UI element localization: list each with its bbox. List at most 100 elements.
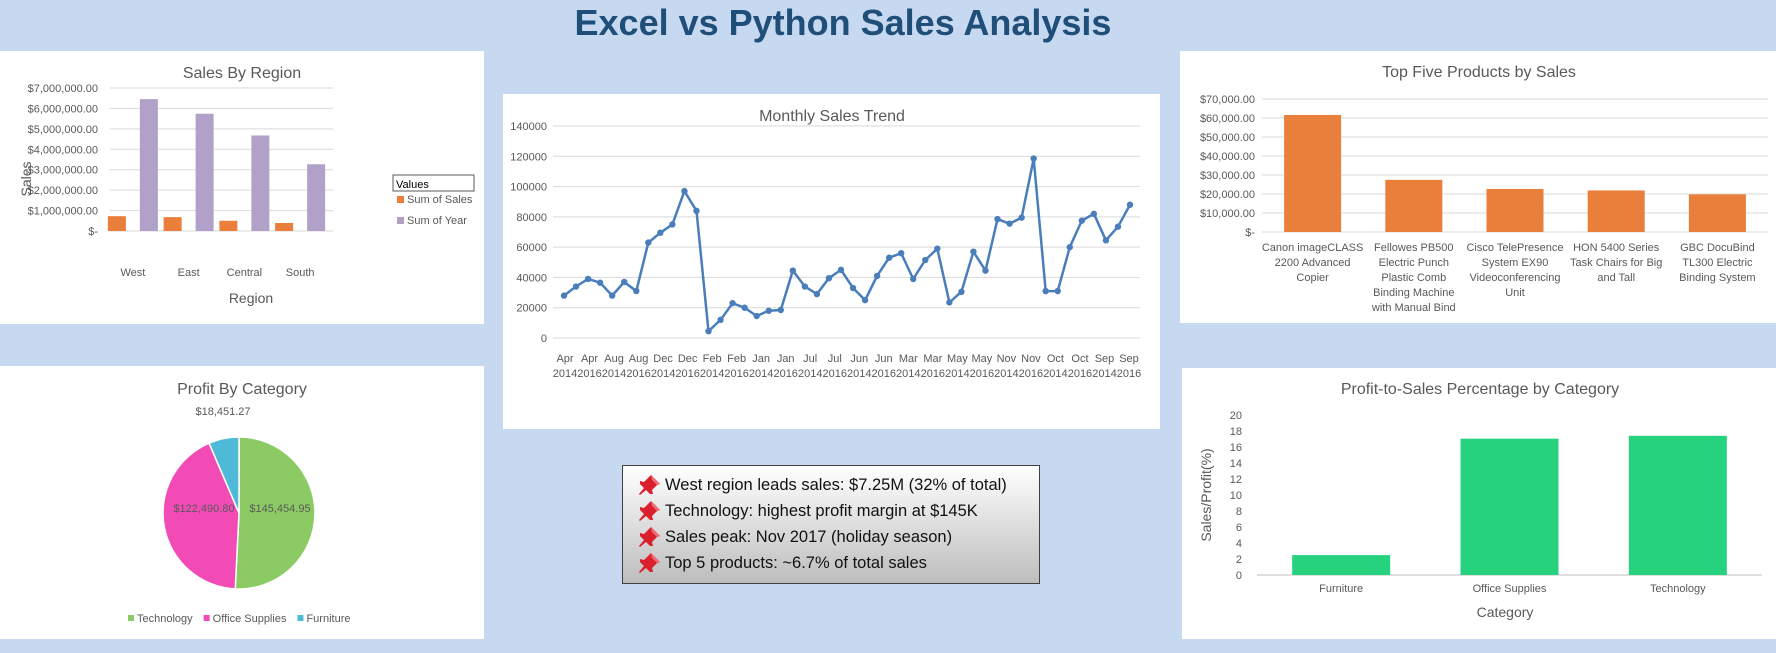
x-tick-label: TL300 Electric: [1682, 257, 1753, 269]
data-point: [1126, 201, 1134, 208]
x-axis-label: Region: [229, 290, 273, 306]
data-point: [1054, 287, 1061, 295]
monthly-sales-trend-panel: Monthly Sales Trend 0 20000 40000 60000 8000…: [503, 94, 1160, 429]
y-tick-label: 20000: [516, 303, 547, 315]
x-tick-label: System EX90: [1482, 257, 1549, 269]
y-tick-label: $-: [88, 226, 98, 238]
y-tick-label: 80000: [516, 212, 547, 224]
y-tick-label: 0: [1236, 570, 1242, 582]
bar: [307, 164, 326, 231]
data-point: [837, 266, 845, 274]
y-tick-label: 40000: [516, 272, 547, 284]
y-tick-label: 60000: [516, 242, 547, 254]
top-products-chart: Top Five Products by Sales $-$10,000.00$…: [1200, 64, 1768, 314]
x-tick-label: 2016: [626, 368, 650, 380]
slice-label: $145,454.95: [249, 503, 310, 515]
legend-swatch: [128, 615, 134, 621]
x-tick-label: 2014: [896, 368, 920, 380]
bar: [275, 222, 294, 231]
y-tick-labels: 0 20000 40000 60000 80000 100000 120000 140000: [510, 121, 547, 345]
x-tick-labels: Furniture Office Supplies Technology: [1319, 583, 1706, 595]
y-tick-label: $20,000.00: [1200, 189, 1255, 201]
x-tick-label: Nov: [997, 353, 1017, 365]
x-tick-label: Mar: [923, 353, 942, 365]
x-tick-label: Aug: [604, 353, 624, 365]
data-point: [1114, 223, 1122, 230]
bar: [1292, 555, 1391, 575]
legend-label: Sum of Year: [407, 215, 467, 227]
data-point: [681, 187, 688, 195]
x-tick-label: Office Supplies: [1473, 583, 1547, 595]
bar: [1628, 435, 1727, 575]
data-point: [861, 296, 869, 304]
x-tick-label: Videoconferencing: [1470, 272, 1561, 284]
data-point: [813, 290, 821, 298]
data-point: [1042, 287, 1049, 295]
x-tick-label: East: [178, 267, 200, 279]
bars: [107, 99, 326, 231]
data-point: [873, 272, 881, 280]
y-tick-labels: 0 2 4 6 8 10 12 14 16 18 20: [1230, 410, 1242, 582]
x-tick-label: May: [947, 353, 968, 365]
x-tick-labels: West East Central South: [120, 267, 314, 279]
x-tick-label: Unit: [1505, 287, 1525, 299]
x-tick-label: 2016: [1117, 368, 1141, 380]
y-tick-label: $60,000.00: [1200, 113, 1255, 125]
bar: [219, 220, 238, 231]
sales-by-region-chart: Sales By Region $- $1,000,000.00 $2,000,00…: [18, 65, 475, 306]
data-point: [777, 306, 784, 314]
insight-text: West region leads sales: $7.25M (32% of …: [665, 475, 1007, 494]
data-point: [669, 221, 676, 228]
y-tick-label: 20: [1230, 410, 1242, 422]
chart-title: Profit-to-Sales Percentage by Category: [1341, 381, 1619, 398]
profit-by-category-panel: Profit By Category $145,454.95 $122,490.8…: [0, 366, 484, 639]
data-point: [946, 299, 953, 306]
sales-by-region-panel: Sales By Region $- $1,000,000.00 $2,000,00…: [0, 51, 484, 324]
x-tick-label: Jun: [875, 353, 893, 365]
data-point: [801, 283, 809, 290]
y-tick-label: $5,000,000.00: [28, 124, 98, 136]
data-point: [596, 279, 604, 286]
x-tick-label: 2014: [749, 368, 773, 380]
y-tick-label: $1,000,000.00: [28, 206, 98, 218]
pie-slice: [208, 436, 240, 514]
insight-item: Top 5 products: ~6.7% of total sales: [637, 550, 1039, 576]
legend-title: Values: [396, 179, 429, 191]
x-tick-label: 2014: [945, 368, 969, 380]
y-tick-label: 8: [1236, 506, 1242, 518]
pushpin-icon: [639, 501, 660, 521]
x-tick-label: 2016: [921, 368, 945, 380]
insight-text: Technology: highest profit margin at $14…: [665, 501, 978, 520]
x-tick-label: 2016: [724, 368, 748, 380]
legend-label: Technology: [137, 613, 193, 625]
x-tick-label: South: [286, 267, 315, 279]
x-tick-label: 2014: [847, 368, 871, 380]
data-point: [970, 248, 977, 255]
x-tick-label: 2016: [970, 368, 994, 380]
data-point: [1102, 237, 1110, 244]
bar: [1284, 114, 1342, 232]
x-tick-label: Canon imageCLASS: [1262, 242, 1364, 254]
x-tick-label: West: [120, 267, 145, 279]
x-tick-label: Oct: [1047, 353, 1064, 365]
monthly-sales-trend-chart: Monthly Sales Trend 0 20000 40000 60000 8000…: [510, 108, 1141, 380]
x-tick-label: Apr: [556, 353, 573, 365]
y-tick-label: $4,000,000.00: [28, 144, 98, 156]
x-tick-label: 2014: [700, 368, 724, 380]
bar: [139, 99, 158, 231]
y-axis-label: Sales/Profit(%): [1198, 448, 1214, 541]
data-point: [994, 215, 1001, 223]
x-tick-label: Fellowes PB500: [1374, 242, 1454, 254]
legend-title-box: [392, 174, 475, 192]
data-point: [741, 304, 748, 311]
x-tick-label: May: [971, 353, 992, 365]
gridlines: [553, 125, 1140, 339]
pushpin-icon: [639, 475, 660, 495]
x-tick-label: Dec: [653, 353, 673, 365]
pushpin-icon: [639, 527, 660, 547]
data-point: [560, 292, 568, 299]
y-tick-label: 6: [1236, 522, 1242, 534]
data-point: [958, 288, 965, 296]
data-point: [621, 278, 628, 286]
bars: [1292, 435, 1727, 575]
